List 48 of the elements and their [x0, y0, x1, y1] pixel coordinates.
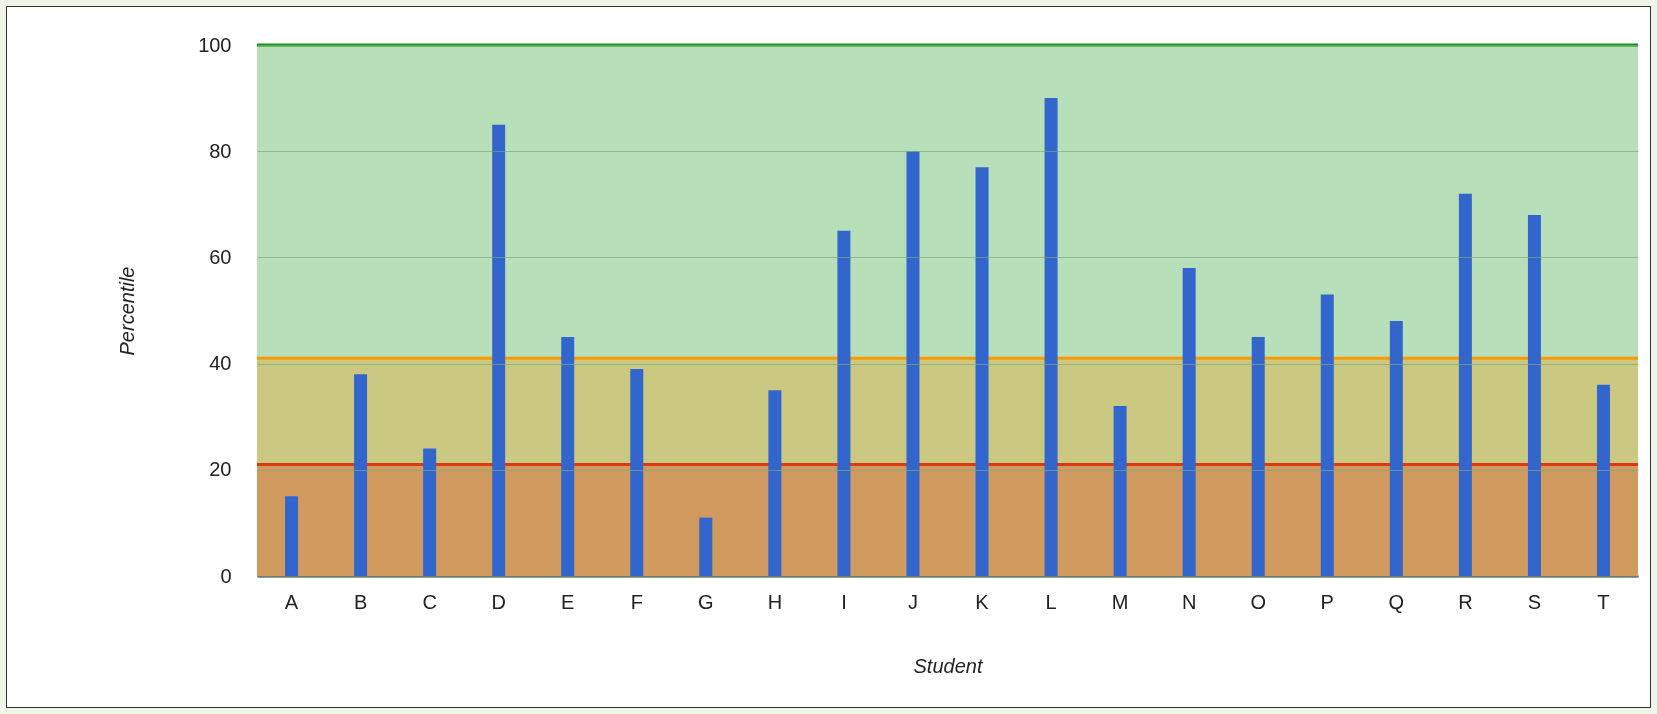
bar: [1113, 406, 1127, 576]
x-tick-label: J: [907, 590, 918, 613]
x-tick-label: R: [1458, 590, 1473, 613]
x-tick-label: L: [1045, 590, 1057, 613]
x-tick-label: P: [1320, 590, 1334, 613]
x-tick-label: O: [1250, 590, 1267, 613]
y-tick-label: 100: [198, 33, 232, 56]
x-tick-label: F: [630, 590, 643, 613]
x-tick-label: I: [841, 590, 847, 613]
y-tick-label: 20: [209, 458, 232, 481]
x-tick-label: M: [1111, 590, 1129, 613]
bar: [354, 374, 368, 576]
x-tick-label: Q: [1388, 590, 1405, 613]
bar: [285, 496, 299, 576]
x-tick-label: N: [1181, 590, 1197, 613]
x-tick-label: E: [561, 590, 575, 613]
x-axis-title: Student: [913, 654, 984, 677]
bar: [1182, 268, 1196, 576]
bar: [492, 124, 506, 576]
x-tick-label: T: [1597, 590, 1610, 613]
bar: [906, 151, 920, 576]
x-tick-label: S: [1527, 590, 1542, 613]
y-tick-label: 80: [209, 139, 232, 162]
bar: [1527, 214, 1541, 576]
x-tick-label: A: [284, 590, 299, 613]
x-tick-label: B: [353, 590, 368, 613]
x-tick-label: G: [698, 590, 714, 613]
bar: [1251, 337, 1265, 576]
x-tick-label: H: [767, 590, 783, 613]
y-tick-label: 0: [220, 564, 232, 587]
bar: [1320, 294, 1334, 576]
bar: [768, 390, 782, 576]
x-tick-label: D: [491, 590, 506, 613]
bar: [561, 337, 575, 576]
x-tick-label: C: [422, 590, 437, 613]
bar: [837, 230, 851, 576]
y-tick-label: 40: [209, 352, 232, 375]
y-tick-label: 60: [209, 245, 232, 268]
x-tick-label: K: [975, 590, 990, 613]
bar: [1596, 384, 1610, 576]
bar: [699, 517, 713, 576]
bar: [630, 368, 644, 576]
bar: [975, 167, 989, 576]
bar: [1389, 321, 1403, 576]
bar: [1458, 193, 1472, 576]
bar: [1044, 98, 1058, 576]
y-axis-title: Percentile: [116, 266, 139, 356]
bar: [423, 448, 437, 576]
